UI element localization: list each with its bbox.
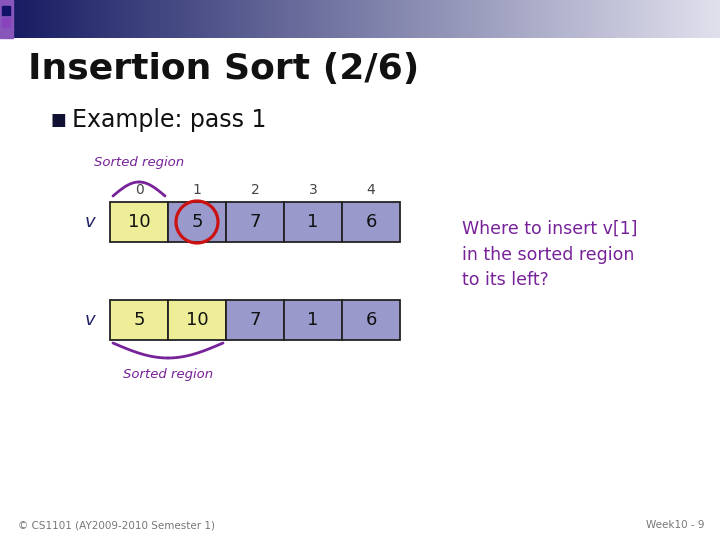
Text: 1: 1: [307, 213, 319, 231]
Text: 4: 4: [366, 183, 375, 197]
Bar: [226, 300, 284, 340]
Text: ■: ■: [50, 111, 66, 129]
Bar: [110, 300, 168, 340]
Text: 0: 0: [135, 183, 143, 197]
Bar: [342, 300, 400, 340]
Text: 7: 7: [249, 213, 261, 231]
Text: 10: 10: [186, 311, 208, 329]
Bar: [1, 18, 10, 27]
Text: © CS1101 (AY2009-2010 Semester 1): © CS1101 (AY2009-2010 Semester 1): [18, 520, 215, 530]
Text: Sorted region: Sorted region: [94, 156, 184, 169]
Text: v: v: [85, 213, 95, 231]
Bar: [284, 300, 342, 340]
Text: 7: 7: [249, 311, 261, 329]
Text: Week10 - 9: Week10 - 9: [647, 520, 705, 530]
Bar: [168, 202, 226, 242]
Text: Where to insert v[1]
in the sorted region
to its left?: Where to insert v[1] in the sorted regio…: [462, 220, 637, 289]
Text: v: v: [85, 311, 95, 329]
Text: Example: pass 1: Example: pass 1: [72, 108, 266, 132]
Text: 2: 2: [251, 183, 259, 197]
Bar: [1, 6, 10, 15]
Text: 3: 3: [309, 183, 318, 197]
Text: 6: 6: [365, 213, 377, 231]
Bar: [0, 0, 13, 38]
Text: 1: 1: [192, 183, 202, 197]
Text: 10: 10: [127, 213, 150, 231]
Bar: [168, 300, 226, 340]
Text: Insertion Sort (2/6): Insertion Sort (2/6): [28, 52, 419, 86]
Bar: [342, 202, 400, 242]
Text: 5: 5: [133, 311, 145, 329]
Bar: [226, 202, 284, 242]
Bar: [110, 202, 168, 242]
Text: 6: 6: [365, 311, 377, 329]
Text: 5: 5: [192, 213, 203, 231]
Text: 1: 1: [307, 311, 319, 329]
Bar: [284, 202, 342, 242]
Text: Sorted region: Sorted region: [123, 368, 213, 381]
